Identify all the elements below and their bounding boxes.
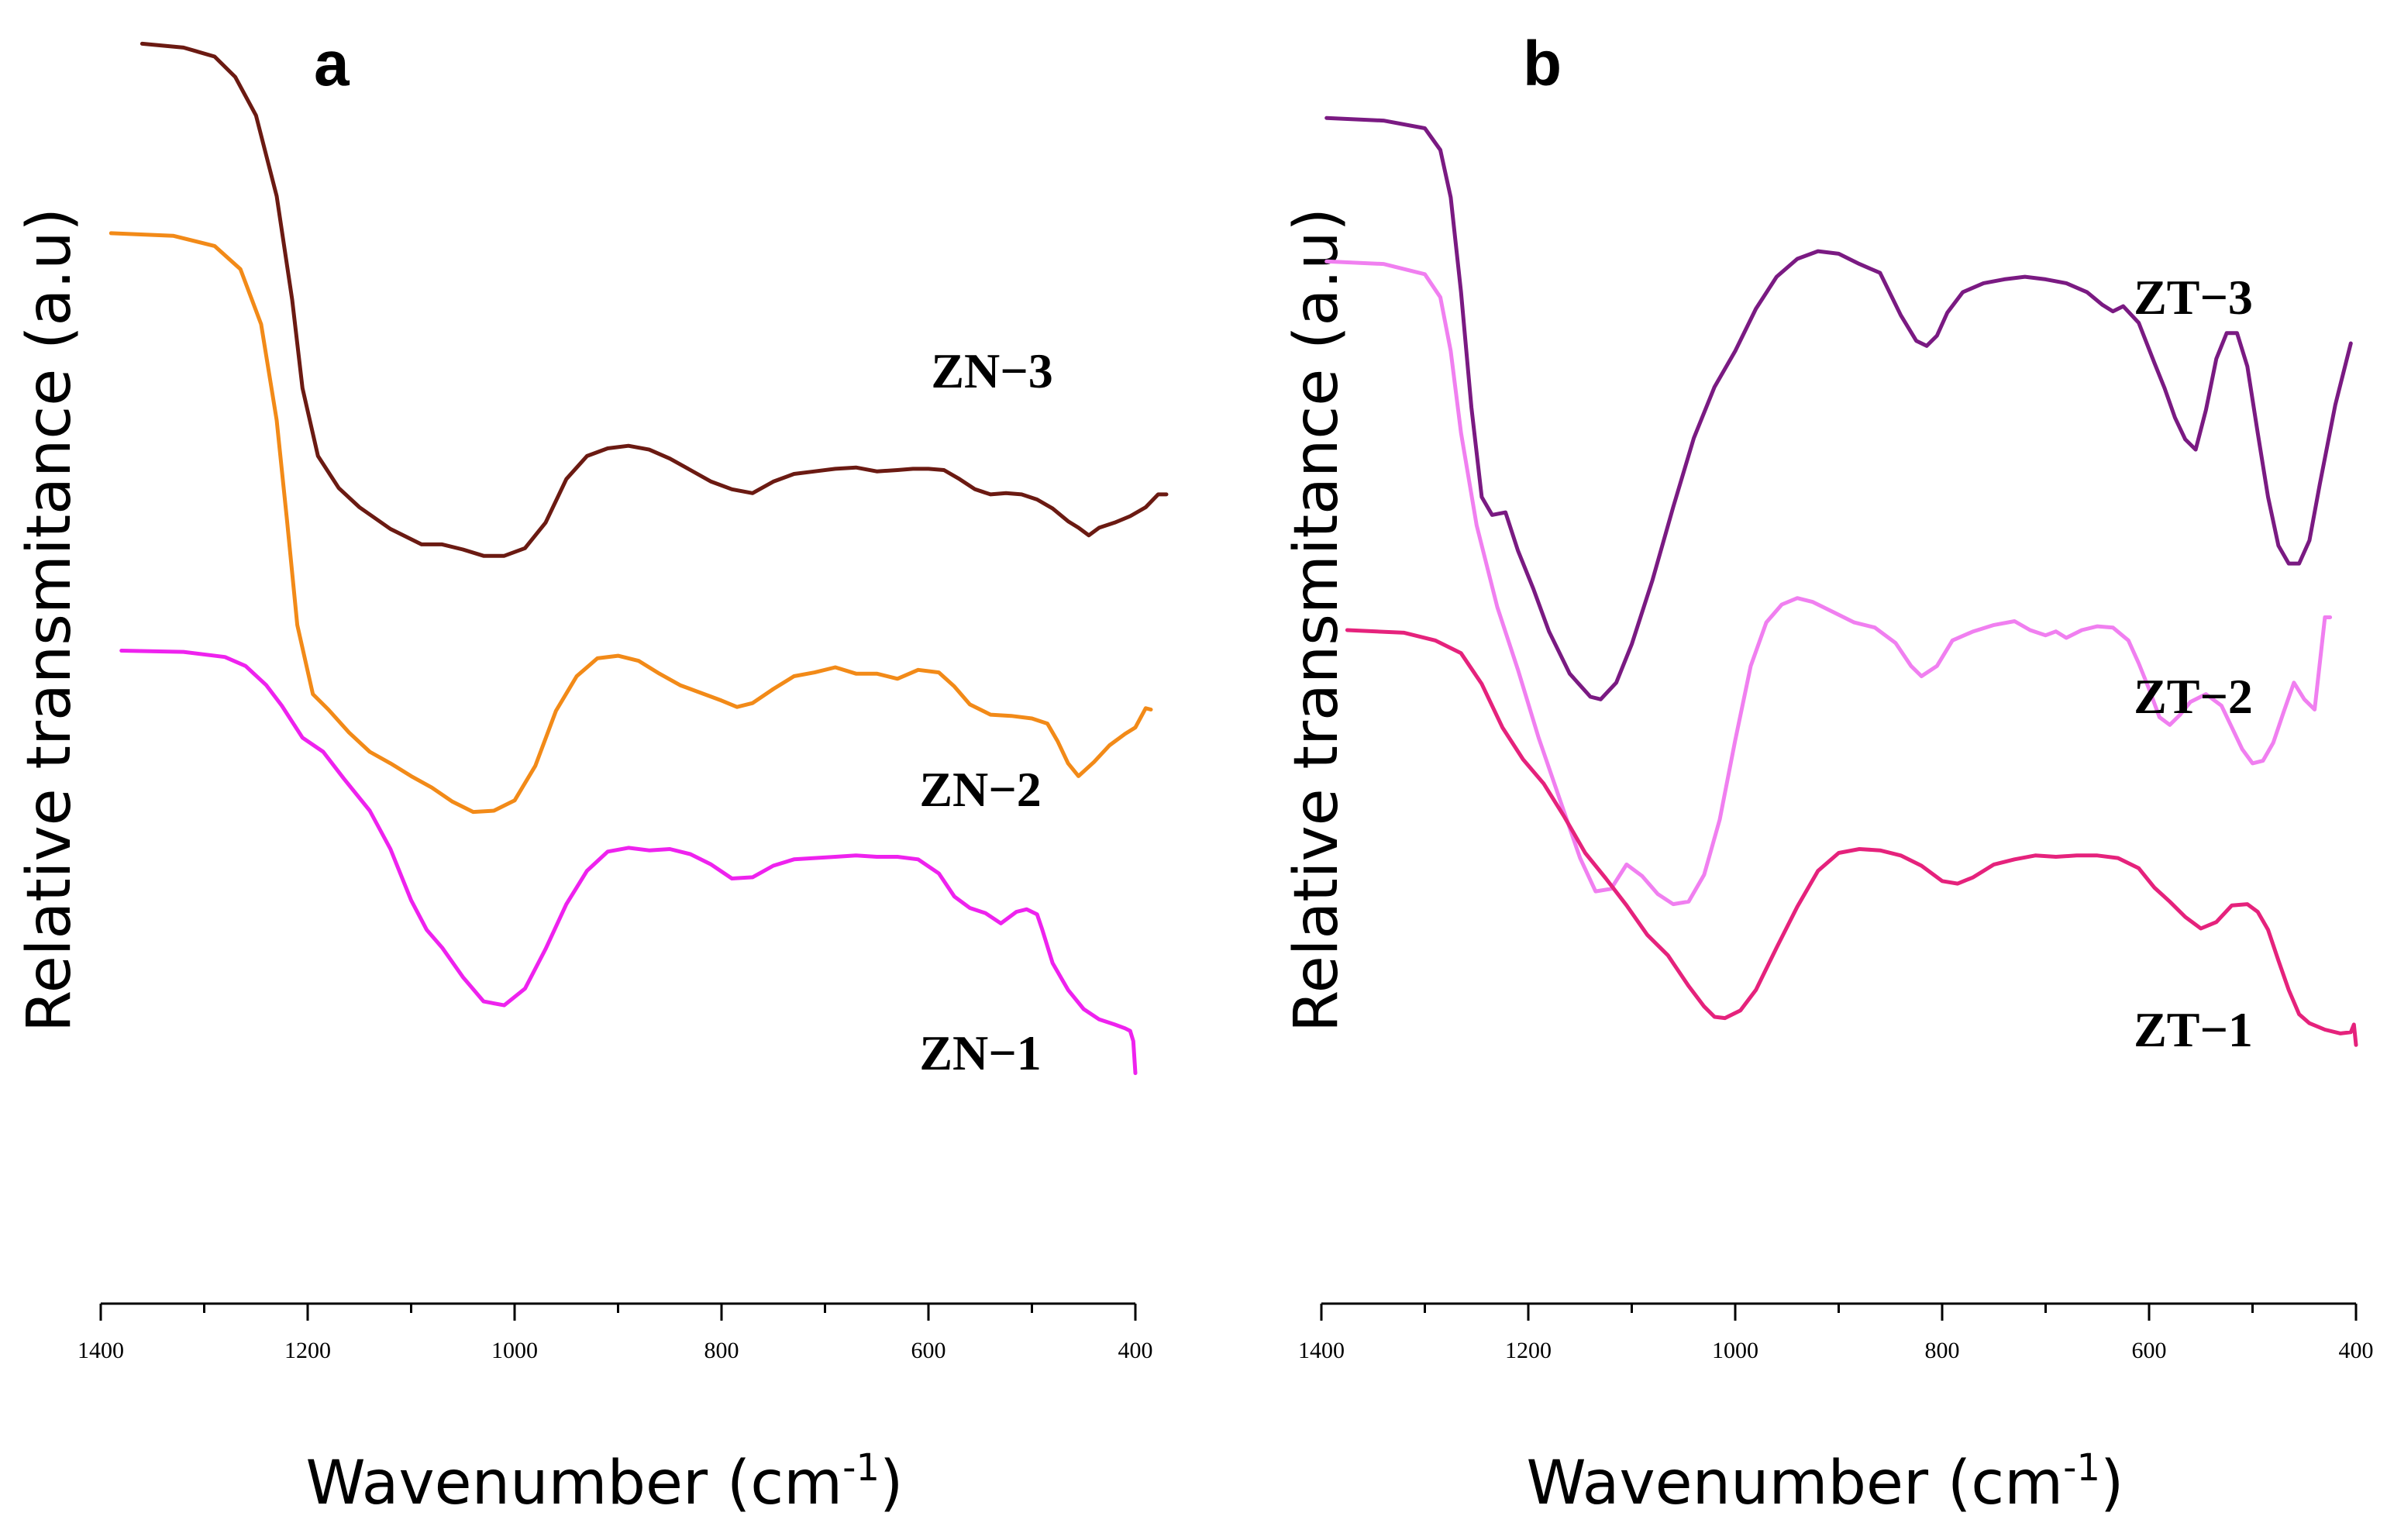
series-line [140, 41, 1169, 558]
series-line [119, 649, 1138, 1076]
x-tick-label: 600 [911, 1338, 946, 1363]
series-line [1324, 115, 2353, 701]
x-axis-label: Wavenumber (cm-1) [1527, 1446, 2124, 1518]
series-label: ZN−2 [919, 762, 1041, 817]
x-tick-label: 1200 [1505, 1338, 1552, 1363]
panel-b: b 1400 1200 1000 800 600 400 Relative transmita… [1282, 29, 2374, 1518]
panel-a: a 1400 1200 1000 800 600 400 Relative transmita… [15, 29, 1169, 1518]
x-tick-label: 1400 [78, 1338, 124, 1363]
series-label: ZN−1 [919, 1025, 1041, 1080]
series-label: ZT−2 [2134, 669, 2253, 724]
x-axis-label: Wavenumber (cm-1) [306, 1446, 904, 1518]
series-label: ZT−1 [2134, 1002, 2253, 1057]
x-tick-label: 1000 [491, 1338, 538, 1363]
x-tick-label: 1000 [1712, 1338, 1758, 1363]
series-line [108, 231, 1153, 815]
series-line [1324, 259, 2333, 907]
panel-letter: a [314, 29, 350, 99]
y-axis-label: Relative transmitance (a.u) [1282, 208, 1352, 1032]
y-axis-label: Relative transmitance (a.u) [15, 208, 84, 1032]
panel-letter: b [1523, 29, 1562, 99]
x-tick-label: 400 [2339, 1338, 2374, 1363]
series-label: ZT−3 [2134, 270, 2253, 325]
series-label: ZN−3 [931, 343, 1052, 398]
series-line [1345, 628, 2358, 1047]
x-tick-label: 800 [1925, 1338, 1960, 1363]
x-tick-label: 600 [2132, 1338, 2167, 1363]
x-tick-label: 400 [1118, 1338, 1153, 1363]
x-tick-label: 1400 [1298, 1338, 1345, 1363]
x-tick-label: 800 [704, 1338, 739, 1363]
x-tick-label: 1200 [284, 1338, 331, 1363]
